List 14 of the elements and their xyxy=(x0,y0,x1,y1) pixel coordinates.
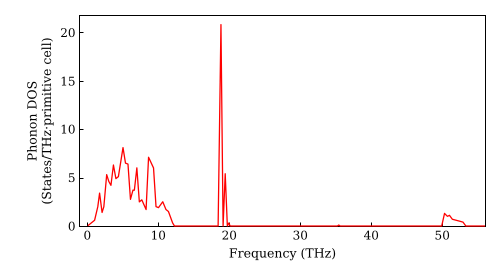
x-tick-label: 50 xyxy=(434,228,450,242)
x-tick-label: 0 xyxy=(83,228,92,242)
x-tick-label: 40 xyxy=(364,228,379,242)
x-tick-label: 10 xyxy=(150,228,166,242)
x-tick-label: 20 xyxy=(222,228,237,242)
y-tick-label: 15 xyxy=(60,74,76,88)
y-tick-label: 10 xyxy=(60,122,76,137)
x-axis-title: Frequency (THz) xyxy=(228,246,336,260)
y-axis-title: Phonon DOS (States/THz·primitive cell) xyxy=(24,37,54,205)
y-tick-label: 5 xyxy=(68,171,76,186)
y-tick-label: 20 xyxy=(60,26,76,40)
line-series xyxy=(87,24,486,227)
y-tick-label: 0 xyxy=(68,220,76,234)
x-tick-label: 30 xyxy=(292,228,308,242)
